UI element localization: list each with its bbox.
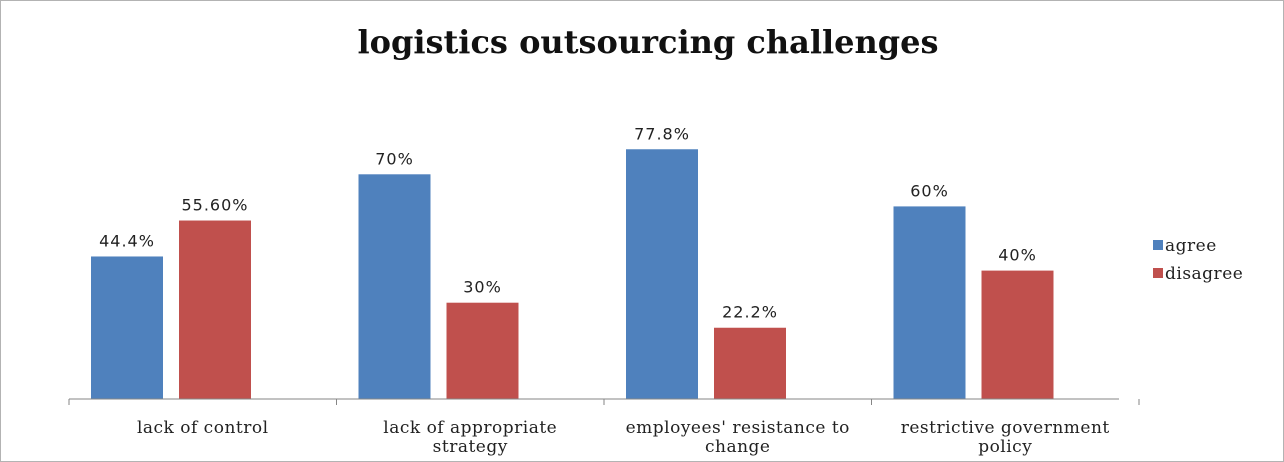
- bar-disagree-2: [714, 327, 786, 399]
- category-label-1: lack of appropriate strategy: [383, 418, 557, 457]
- category-label-2: employees' resistance to change: [626, 418, 850, 457]
- legend-swatch-disagree: [1153, 268, 1163, 278]
- bar-agree-2: [626, 149, 698, 399]
- bar-agree-1: [358, 174, 431, 399]
- bars-group: 44.4% 55.60% 70% 30% 77.8% 22.2% 60% 40%: [91, 124, 1054, 399]
- data-label-agree-3: 60%: [910, 181, 949, 200]
- legend: agree disagree: [1153, 236, 1243, 284]
- category-label-0: lack of control: [137, 418, 269, 438]
- data-label-disagree-2: 22.2%: [722, 303, 778, 322]
- bar-disagree-3: [981, 270, 1054, 399]
- bar-agree-0: [91, 256, 163, 399]
- legend-label-disagree: disagree: [1165, 264, 1243, 284]
- bar-disagree-1: [446, 302, 519, 399]
- bar-agree-3: [893, 206, 966, 399]
- data-label-agree-0: 44.4%: [99, 231, 155, 250]
- legend-swatch-agree: [1153, 240, 1163, 250]
- data-label-agree-1: 70%: [375, 149, 414, 168]
- data-label-disagree-1: 30%: [463, 278, 502, 297]
- data-label-agree-2: 77.8%: [634, 124, 690, 143]
- category-labels: lack of control lack of appropriate strate…: [137, 418, 1110, 457]
- x-axis-ticks: [68, 399, 1140, 405]
- legend-label-agree: agree: [1165, 236, 1217, 256]
- bar-disagree-0: [179, 220, 251, 399]
- chart-title: logistics outsourcing challenges: [357, 23, 938, 61]
- data-label-disagree-3: 40%: [998, 246, 1037, 265]
- category-label-3: restrictive government policy: [901, 418, 1110, 457]
- data-label-disagree-0: 55.60%: [181, 196, 248, 215]
